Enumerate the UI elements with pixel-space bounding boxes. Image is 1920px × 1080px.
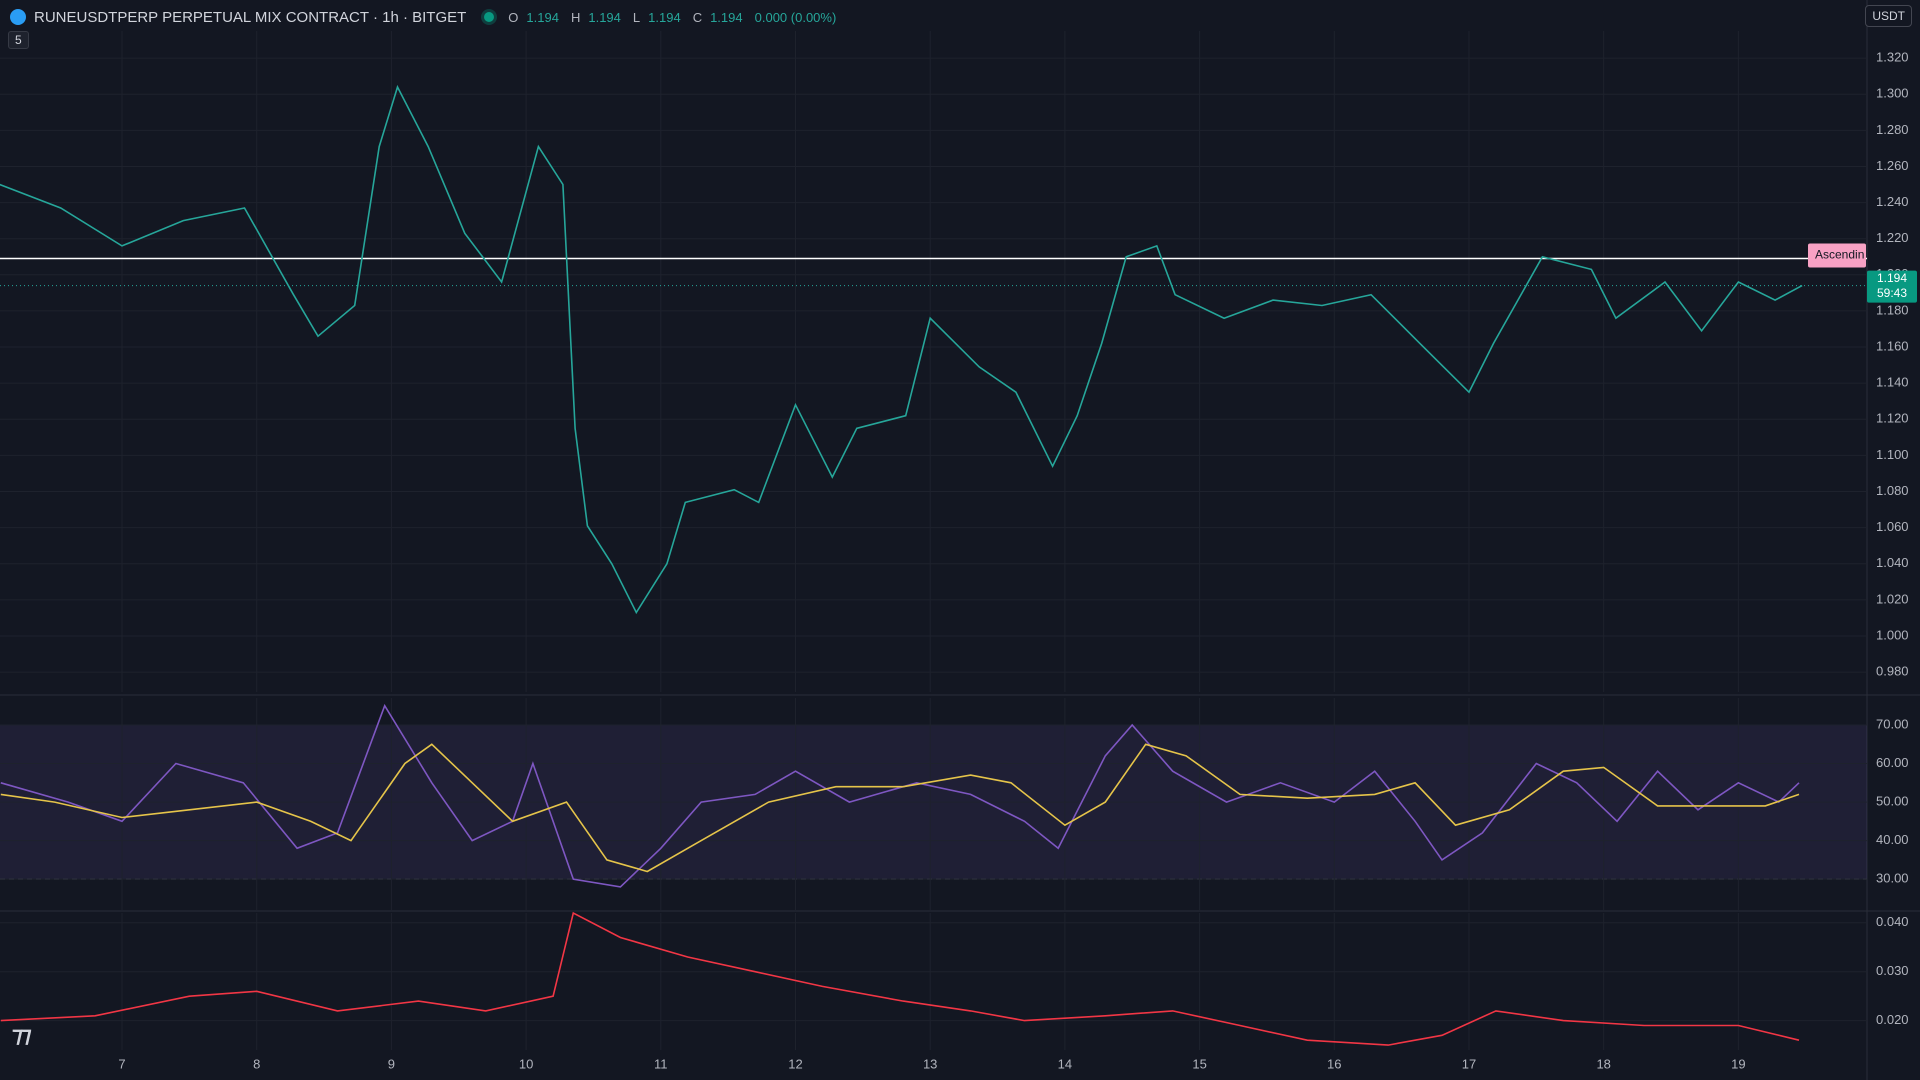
ohlc-value: 1.194	[588, 9, 621, 25]
y-tick-label: 1.040	[1876, 555, 1909, 570]
y-tick-label: 1.280	[1876, 122, 1909, 137]
x-tick-label: 13	[923, 1056, 937, 1071]
y-tick-label: 1.220	[1876, 230, 1909, 245]
y-tick-label: 30.00	[1876, 871, 1909, 886]
ohlc-key: L	[632, 9, 641, 25]
series-line	[0, 84, 1803, 615]
series-line	[0, 703, 1800, 888]
countdown: 59:43	[1877, 286, 1907, 300]
ohlc-key: H	[570, 9, 581, 25]
y-tick-label: 1.260	[1876, 158, 1909, 173]
y-tick-label: 1.120	[1876, 411, 1909, 426]
y-tick-label: 1.080	[1876, 483, 1909, 498]
y-tick-label: 1.300	[1876, 86, 1909, 101]
y-tick-label: 1.060	[1876, 519, 1909, 534]
price-tag-label: 1.194	[1877, 271, 1907, 285]
ohlc-key: C	[692, 9, 703, 25]
series-line	[0, 911, 1800, 1046]
x-tick-label: 7	[118, 1056, 125, 1071]
series-line	[0, 743, 1800, 873]
y-tick-label: 40.00	[1876, 832, 1909, 847]
y-tick-label: 60.00	[1876, 755, 1909, 770]
x-tick-label: 10	[519, 1056, 533, 1071]
y-tick-label: 1.000	[1876, 627, 1909, 642]
y-tick-label: 70.00	[1876, 716, 1909, 731]
x-tick-label: 15	[1192, 1056, 1206, 1071]
x-tick-label: 11	[654, 1056, 668, 1071]
y-tick-label: 0.040	[1876, 914, 1909, 929]
symbol-icon	[10, 9, 26, 25]
symbol-title[interactable]: RUNEUSDTPERP PERPETUAL MIX CONTRACT · 1h…	[34, 8, 467, 26]
x-tick-label: 12	[788, 1056, 802, 1071]
price-tag	[1867, 270, 1917, 303]
header: RUNEUSDTPERP PERPETUAL MIX CONTRACT · 1h…	[10, 6, 840, 28]
x-tick-label: 16	[1327, 1056, 1341, 1071]
y-tick-label: 1.180	[1876, 302, 1909, 317]
logo: ⁊⁊	[12, 1022, 32, 1047]
live-indicator	[484, 12, 495, 22]
y-tick-label: 1.240	[1876, 194, 1909, 209]
y-tick-label: 1.020	[1876, 591, 1909, 606]
y-tick-label: 0.020	[1876, 1012, 1909, 1027]
y-tick-label: 0.980	[1876, 664, 1909, 679]
ohlc-value: 1.194	[648, 9, 681, 25]
ohlc-value: 1.194	[710, 9, 743, 25]
y-tick-label: 0.030	[1876, 963, 1909, 978]
y-tick-label: 1.100	[1876, 447, 1909, 462]
x-tick-label: 18	[1596, 1056, 1610, 1071]
y-tick-label: 1.320	[1876, 50, 1909, 65]
ohlc-key: O	[508, 9, 519, 25]
y-tick-label: 50.00	[1876, 794, 1909, 809]
pattern-label: Ascendin	[1815, 248, 1864, 262]
x-tick-label: 19	[1731, 1056, 1745, 1071]
pattern-tag	[1808, 243, 1866, 268]
ohlc-value: 1.194	[526, 9, 559, 25]
currency-selector[interactable]: USDT	[1865, 5, 1912, 27]
x-tick-label: 14	[1058, 1056, 1072, 1071]
x-tick-label: 8	[253, 1056, 260, 1071]
y-tick-label: 1.140	[1876, 375, 1909, 390]
y-tick-label: 1.160	[1876, 338, 1909, 353]
interval-badge[interactable]: 5	[8, 31, 29, 49]
x-tick-label: 9	[388, 1056, 395, 1071]
x-tick-label: 17	[1462, 1056, 1476, 1071]
change: 0.000 (0.00%)	[754, 9, 837, 25]
